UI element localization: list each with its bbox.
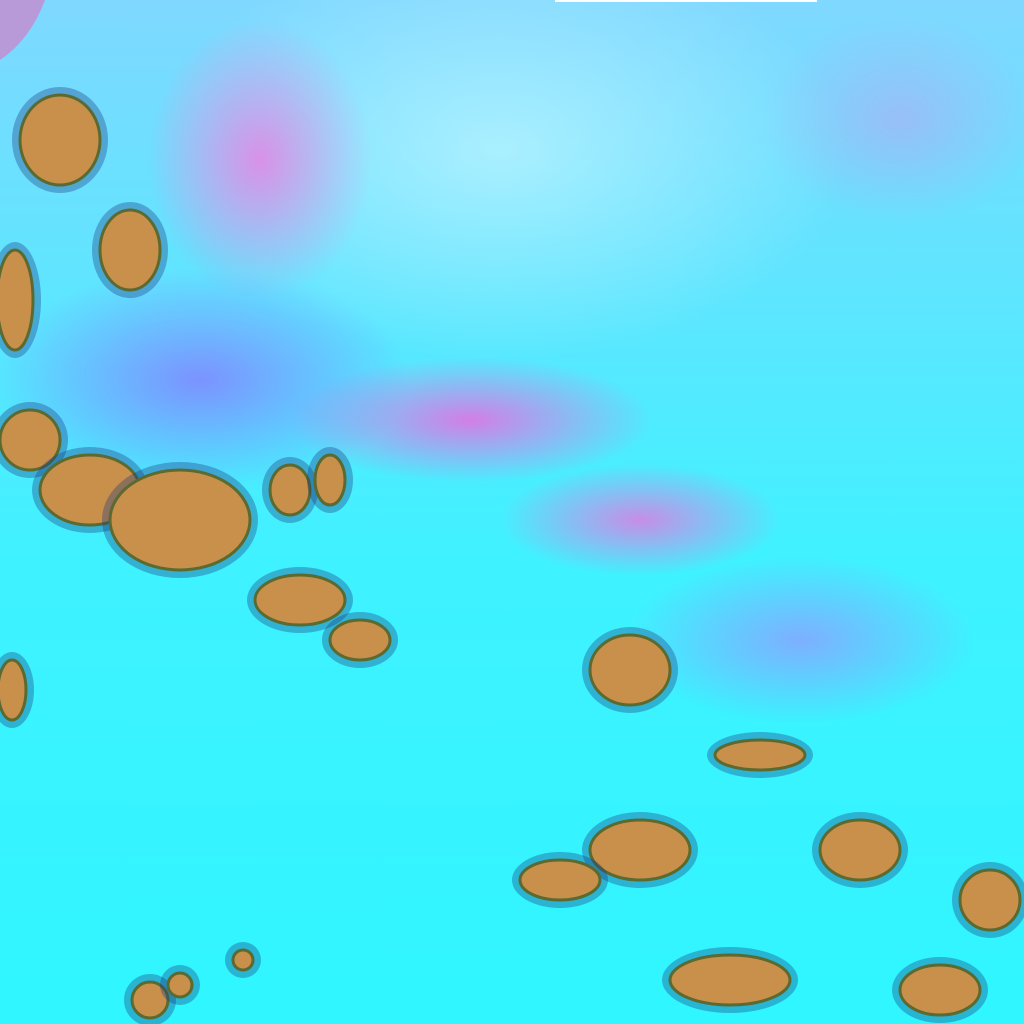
- land-patch: [328, 618, 392, 662]
- land-patch: [518, 858, 602, 902]
- land-patch: [166, 971, 194, 999]
- top-white-bar: [555, 0, 817, 2]
- land-patch: [0, 408, 62, 472]
- land-patch: [958, 868, 1022, 932]
- land-patch: [668, 953, 792, 1007]
- land-patch: [588, 818, 692, 882]
- land-patch: [713, 738, 807, 772]
- land-patch: [818, 818, 902, 882]
- corner-patch: [0, 0, 45, 60]
- land-patch: [253, 573, 347, 627]
- land-patch: [268, 463, 312, 517]
- land-patch: [18, 93, 102, 187]
- land-patch: [313, 453, 347, 507]
- land-patch: [231, 948, 255, 972]
- land-patch: [130, 980, 170, 1020]
- land-patch: [0, 248, 35, 352]
- land-patch: [0, 658, 28, 722]
- land-patch: [98, 208, 162, 292]
- land-patch: [898, 963, 982, 1017]
- land-patch: [588, 633, 672, 707]
- land-patch: [108, 468, 252, 572]
